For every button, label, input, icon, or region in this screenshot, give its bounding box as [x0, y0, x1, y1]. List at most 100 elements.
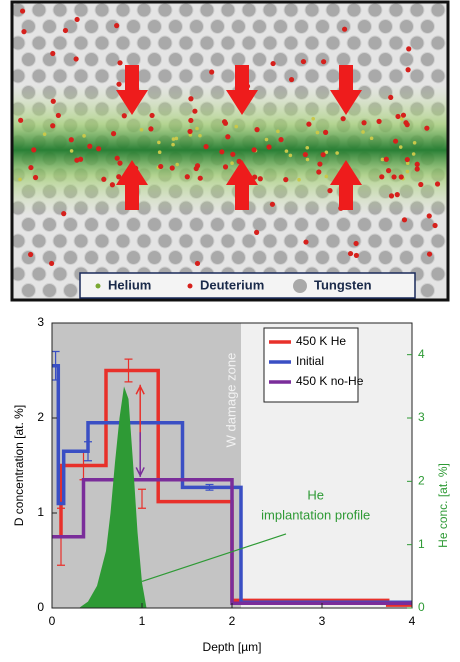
helium-atom: [140, 128, 144, 132]
deuterium-atom: [406, 67, 411, 72]
deuterium-atom: [388, 95, 393, 100]
tungsten-atom: [431, 234, 445, 248]
deuterium-atom: [384, 157, 389, 162]
tungsten-atom: [179, 234, 193, 248]
deuterium-atom: [406, 46, 411, 51]
deuterium-atom: [114, 23, 119, 28]
tungsten-atom: [95, 36, 109, 50]
tungsten-atom: [74, 234, 88, 248]
tungsten-atom: [295, 218, 309, 232]
helium-atom: [234, 125, 238, 129]
legend-label: 450 K no-He: [296, 374, 364, 388]
deuterium-atom: [283, 177, 288, 182]
deuterium-atom: [251, 147, 256, 152]
tungsten-atom: [179, 3, 193, 17]
tungsten-atom: [326, 36, 340, 50]
helium-atom: [335, 151, 339, 155]
deuterium-atom: [316, 169, 321, 174]
legend-symbol: [188, 284, 193, 289]
helium-atom: [265, 138, 269, 142]
deuterium-atom: [195, 261, 200, 266]
tungsten-atom: [242, 36, 256, 50]
deuterium-atom: [301, 59, 306, 64]
deuterium-atom: [195, 163, 200, 168]
deuterium-atom: [49, 261, 54, 266]
tungsten-atom: [158, 234, 172, 248]
tungsten-atom: [53, 234, 67, 248]
tungsten-atom: [232, 20, 246, 34]
deuterium-atom: [395, 114, 400, 119]
tungsten-atom: [85, 251, 99, 265]
deuterium-atom: [258, 176, 263, 181]
tungsten-atom: [368, 3, 382, 17]
deuterium-atom: [270, 61, 275, 66]
helium-atom: [399, 145, 403, 149]
deuterium-atom: [323, 130, 328, 135]
deuterium-atom: [427, 213, 432, 218]
y2-tick-label: 0: [418, 600, 425, 614]
tungsten-atom: [421, 218, 435, 232]
helium-atom: [82, 134, 86, 138]
tungsten-atom: [179, 69, 193, 83]
tungsten-atom: [410, 36, 424, 50]
helium-atom: [285, 149, 289, 153]
deuterium-atom: [376, 119, 381, 124]
deuterium-atom: [354, 253, 359, 258]
deuterium-atom: [278, 137, 283, 142]
deuterium-atom: [353, 241, 358, 246]
helium-atom: [276, 130, 280, 134]
tungsten-atom: [85, 218, 99, 232]
deuterium-atom: [230, 152, 235, 157]
tungsten-atom: [295, 53, 309, 67]
tungsten-atom: [431, 267, 445, 281]
helium-atom: [172, 137, 176, 141]
deuterium-atom: [424, 126, 429, 131]
tungsten-atom: [400, 53, 414, 67]
tungsten-atom: [106, 251, 120, 265]
deuterium-atom: [187, 129, 192, 134]
tungsten-atom: [326, 234, 340, 248]
helium-atom: [413, 141, 417, 145]
tungsten-atom: [410, 3, 424, 17]
tungsten-atom: [116, 234, 130, 248]
tungsten-atom: [22, 251, 36, 265]
tungsten-atom: [22, 284, 36, 298]
deuterium-atom: [223, 164, 228, 169]
tungsten-atom: [284, 36, 298, 50]
tungsten-atom: [53, 36, 67, 50]
helium-atom: [43, 132, 47, 136]
deuterium-atom: [432, 223, 437, 228]
helium-atom: [195, 127, 199, 131]
deuterium-atom: [158, 164, 163, 169]
tungsten-atom: [431, 36, 445, 50]
deuterium-atom: [122, 113, 127, 118]
helium-atom: [324, 175, 328, 179]
x-tick-label: 4: [409, 614, 416, 628]
tungsten-atom: [431, 3, 445, 17]
tungsten-atom: [274, 251, 288, 265]
deuterium-atom: [254, 127, 259, 132]
tungsten-atom: [106, 218, 120, 232]
legend-label: Initial: [296, 354, 324, 368]
helium-atom: [289, 154, 293, 158]
tungsten-atom: [85, 20, 99, 34]
tungsten-atom: [421, 284, 435, 298]
tungsten-atom: [22, 218, 36, 232]
deuterium-atom: [61, 211, 66, 216]
tungsten-atom: [337, 53, 351, 67]
helium-atom: [412, 152, 416, 156]
zone-label: W damage zone: [223, 353, 238, 448]
tungsten-atom: [43, 218, 57, 232]
helium-atom: [175, 163, 179, 167]
tungsten-atom: [305, 69, 319, 83]
deuterium-atom: [96, 146, 101, 151]
tungsten-atom: [326, 3, 340, 17]
deuterium-atom: [203, 144, 208, 149]
tungsten-atom: [347, 234, 361, 248]
tungsten-atom: [179, 36, 193, 50]
x-tick-label: 2: [229, 614, 236, 628]
deuterium-atom: [149, 113, 154, 118]
tungsten-atom: [263, 36, 277, 50]
tungsten-atom: [316, 251, 330, 265]
